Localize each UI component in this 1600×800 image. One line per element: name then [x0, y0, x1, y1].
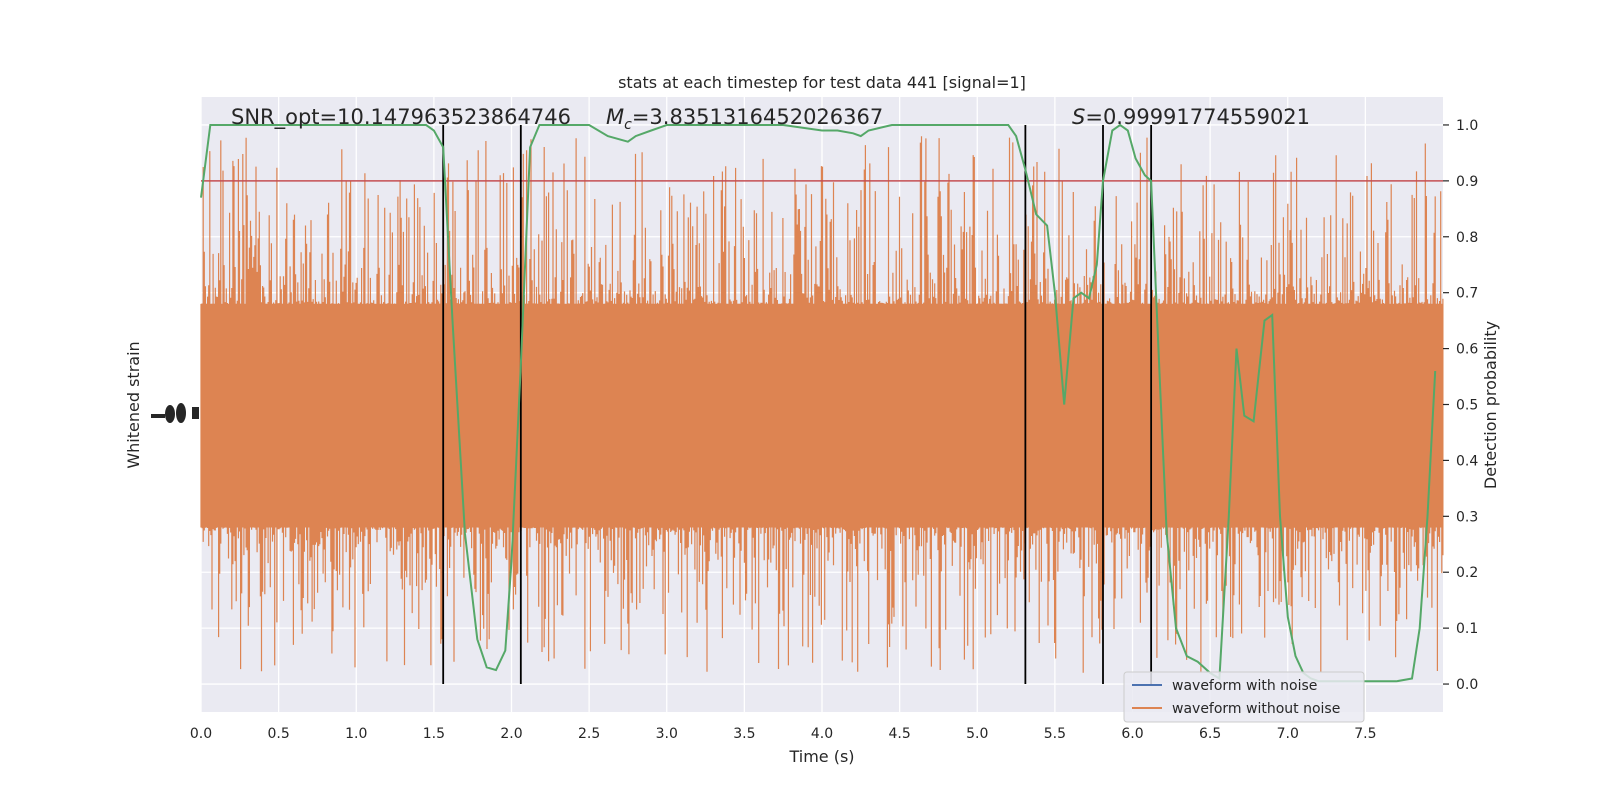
- x-tick-label: 6.0: [1121, 726, 1143, 742]
- mc-annotation: Mc=3.8351316452026367: [606, 105, 883, 133]
- x-axis-title: Time (s): [788, 747, 854, 766]
- legend-box: [1123, 671, 1365, 723]
- mc-symbol: M: [606, 105, 624, 129]
- x-tick-label: 0.5: [267, 726, 289, 742]
- x-tick-label: 5.0: [966, 726, 988, 742]
- right-axis-title: Detection probability: [1481, 321, 1500, 489]
- x-tick-label: 0.0: [190, 726, 212, 742]
- vertical-markers: [442, 124, 1153, 685]
- x-tick-label: 1.5: [423, 726, 445, 742]
- x-tick-label: 2.0: [500, 726, 522, 742]
- right-axis-ticks: 0.0 0.1 0.2 0.3 0.4 0.5 0.6 0.7 0.8 0.9 1.0: [1443, 118, 1478, 693]
- left-tick-blob: [165, 405, 175, 423]
- left-axis-ticks: [151, 403, 199, 423]
- left-tick-mark: [151, 414, 165, 418]
- legend: waveform with noise waveform without noi…: [1123, 671, 1365, 723]
- x-tick-label: 7.0: [1277, 726, 1299, 742]
- left-tick-mark: [192, 407, 199, 419]
- mc-value: =3.8351316452026367: [632, 105, 883, 129]
- legend-label-with-noise: waveform with noise: [1172, 678, 1317, 694]
- x-tick-label: 3.0: [656, 726, 678, 742]
- right-tick-label: 0.8: [1456, 230, 1478, 246]
- x-tick-label: 7.5: [1354, 726, 1376, 742]
- right-tick-label: 0.1: [1456, 621, 1478, 637]
- x-tick-label: 4.5: [888, 726, 910, 742]
- noise-spikes: [200, 136, 1444, 673]
- right-tick-label: 0.5: [1456, 398, 1478, 414]
- noise-series: [200, 136, 1444, 673]
- right-tick-label: 0.2: [1456, 565, 1478, 581]
- mc-subscript: c: [624, 117, 632, 133]
- snr-annotation: SNR_opt=10.147963523864746: [231, 105, 571, 130]
- left-axis-title: Whitened strain: [124, 341, 143, 468]
- right-tick-label: 0.4: [1456, 453, 1478, 469]
- s-value: =0.99991774559021: [1085, 105, 1310, 129]
- x-tick-label: 4.0: [811, 726, 833, 742]
- right-tick-label: 0.6: [1456, 342, 1478, 358]
- right-tick-label: 1.0: [1456, 118, 1478, 134]
- x-axis-ticks: 0.0 0.5 1.0 1.5 2.0 2.5 3.0 3.5 4.0 4.5 5.0 5.5 6.0 6…: [190, 726, 1377, 742]
- x-tick-label: 3.5: [733, 726, 755, 742]
- left-tick-blob: [176, 403, 186, 423]
- x-tick-label: 6.5: [1199, 726, 1221, 742]
- chart-title: stats at each timestep for test data 441…: [618, 73, 1026, 92]
- s-annotation: S=0.99991774559021: [1072, 105, 1310, 129]
- right-tick-label: 0.7: [1456, 286, 1478, 302]
- right-tick-label: 0.0: [1456, 677, 1478, 693]
- legend-label-without-noise: waveform without noise: [1172, 701, 1340, 717]
- right-tick-label: 0.9: [1456, 174, 1478, 190]
- s-symbol: S: [1072, 105, 1085, 129]
- x-tick-label: 1.0: [345, 726, 367, 742]
- x-tick-label: 2.5: [578, 726, 600, 742]
- x-tick-label: 5.5: [1044, 726, 1066, 742]
- right-tick-label: 0.3: [1456, 509, 1478, 525]
- probability-series-line: [200, 123, 1437, 683]
